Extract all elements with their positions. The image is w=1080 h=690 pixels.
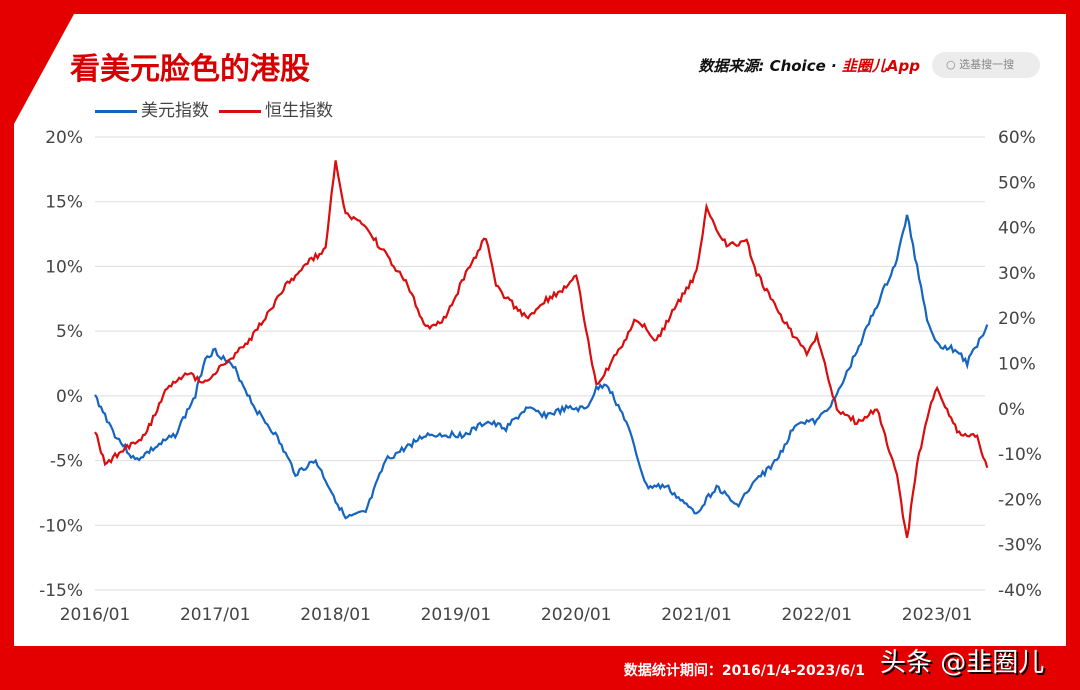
y-left-tick-label: 0% bbox=[56, 387, 83, 407]
source-label: 数据来源: Choice · bbox=[698, 57, 842, 75]
x-tick-label: 2022/01 bbox=[781, 605, 852, 625]
legend-item-hsi: 恒生指数 bbox=[219, 96, 333, 121]
legend-label-hsi: 恒生指数 bbox=[265, 101, 333, 121]
legend-swatch-usd bbox=[95, 109, 137, 113]
y-right-tick-label: -10% bbox=[998, 445, 1042, 465]
y-left-tick-label: 20% bbox=[45, 128, 83, 148]
watermark: 头条 @韭圈儿 bbox=[880, 648, 1045, 678]
brand-logo: 韭圈儿App bbox=[841, 57, 920, 75]
y-left-tick-label: 5% bbox=[56, 322, 83, 342]
y-right-tick-label: 0% bbox=[998, 400, 1025, 420]
y-left-tick-label: -5% bbox=[50, 452, 83, 472]
footer-period: 数据统计期间：2016/1/4-2023/6/1 bbox=[623, 663, 865, 679]
y-right-tick-label: 60% bbox=[998, 128, 1036, 148]
x-tick-label: 2016/01 bbox=[60, 605, 131, 625]
x-tick-label: 2021/01 bbox=[661, 605, 732, 625]
x-tick-label: 2018/01 bbox=[300, 605, 371, 625]
y-left-tick-label: 15% bbox=[45, 193, 83, 213]
y-right-tick-label: -30% bbox=[998, 536, 1042, 556]
page-title: 看美元脸色的港股 bbox=[70, 52, 310, 87]
y-right-tick-label: 40% bbox=[998, 219, 1036, 239]
y-right-tick-label: 30% bbox=[998, 264, 1036, 284]
y-left-tick-label: -15% bbox=[39, 581, 83, 601]
search-placeholder: 选基搜一搜 bbox=[959, 58, 1015, 71]
x-tick-label: 2020/01 bbox=[541, 605, 612, 625]
corner-decoration bbox=[14, 14, 74, 124]
y-right-tick-label: -40% bbox=[998, 581, 1042, 601]
y-right-tick-label: -20% bbox=[998, 490, 1042, 510]
y-right-tick-label: 10% bbox=[998, 355, 1036, 375]
y-left-tick-label: 10% bbox=[45, 257, 83, 277]
y-left-tick-label: -10% bbox=[39, 516, 83, 536]
x-tick-label: 2023/01 bbox=[902, 605, 973, 625]
series-line-usd bbox=[94, 214, 989, 520]
legend: 美元指数 恒生指数 bbox=[95, 96, 333, 121]
y-right-tick-label: 50% bbox=[998, 173, 1036, 193]
chart-card bbox=[14, 14, 1066, 646]
legend-swatch-hsi bbox=[219, 109, 261, 113]
search-icon: ○ bbox=[946, 58, 960, 71]
legend-label-usd: 美元指数 bbox=[141, 101, 209, 121]
x-tick-label: 2019/01 bbox=[421, 605, 492, 625]
x-tick-label: 2017/01 bbox=[180, 605, 251, 625]
legend-item-usd: 美元指数 bbox=[95, 96, 209, 121]
data-source: 数据来源: Choice · 韭圈儿App bbox=[698, 55, 920, 76]
y-right-tick-label: 20% bbox=[998, 309, 1036, 329]
series-line-hsi bbox=[94, 160, 989, 538]
search-input[interactable]: ○ 选基搜一搜 bbox=[932, 52, 1040, 78]
